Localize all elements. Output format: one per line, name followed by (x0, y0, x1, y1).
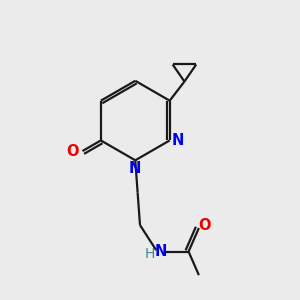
Text: N: N (154, 244, 167, 259)
Text: O: O (198, 218, 210, 232)
Text: N: N (172, 133, 184, 148)
Text: H: H (145, 247, 155, 261)
Text: O: O (67, 143, 79, 158)
Text: N: N (129, 161, 142, 176)
